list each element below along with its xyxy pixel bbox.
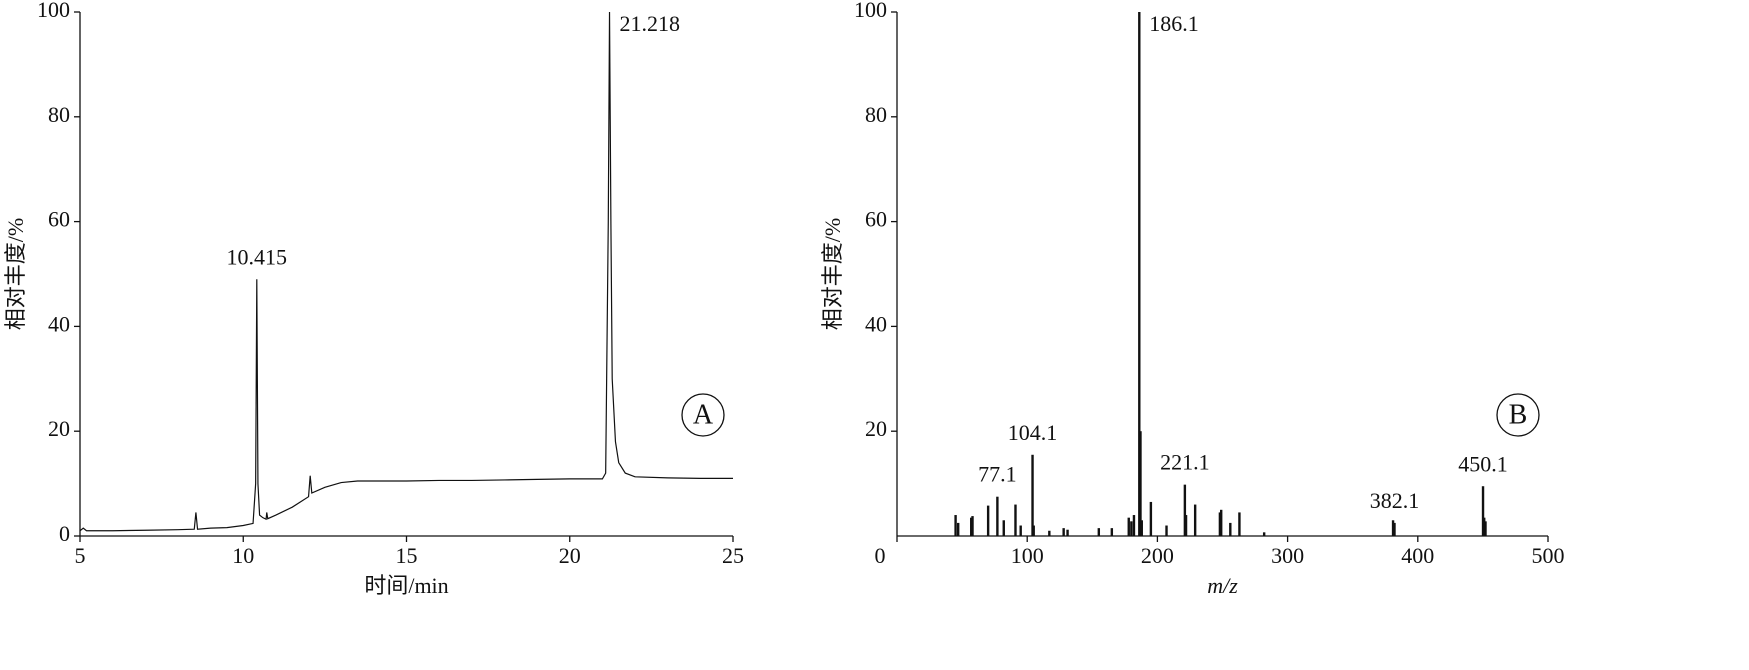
- x-axis-label: 时间/min: [364, 573, 448, 598]
- spectrum-peak: [971, 516, 974, 536]
- spectrum-peak: [956, 522, 960, 536]
- spectrum-peak: [1138, 12, 1141, 536]
- spectrum-peak: [1183, 484, 1187, 536]
- y-tick-label: 80: [865, 102, 887, 127]
- spectrum-peak: [1130, 521, 1133, 536]
- y-axis-label: 相对丰度/%: [3, 218, 28, 330]
- spectrum-peak: [1165, 525, 1168, 536]
- y-axis-label: 相对丰度/%: [820, 218, 845, 330]
- spectrum-peak: [1140, 520, 1143, 536]
- chart-panel: 20 40 60 80 100 0 100 200 300 400 500 m/z 相对丰度/% 186.…: [820, 0, 1564, 598]
- spectrum-peak: [1218, 512, 1222, 536]
- spectrum-peak: [1139, 431, 1142, 536]
- panel-label: B: [1509, 399, 1528, 430]
- spectrum-peak: [996, 496, 999, 536]
- spectrum-peak: [1019, 525, 1022, 536]
- y-tick-label: 60: [865, 207, 887, 232]
- x-tick-label: 500: [1532, 543, 1565, 568]
- x-tick-label: 400: [1401, 543, 1434, 568]
- x-tick-label: 20: [559, 543, 581, 568]
- spectrum-peak: [1262, 532, 1266, 536]
- spectrum-peak: [1184, 515, 1188, 536]
- y-tick-label: 20: [48, 416, 70, 441]
- y-tick-label: 40: [865, 311, 887, 336]
- chart-panel: 0 20 40 60 80 100 5 10 15 20 25 时间/min 相对丰度/% 10.415 2…: [3, 0, 744, 598]
- spectrum-peak: [1031, 454, 1034, 536]
- panel-label-circle: [681, 393, 725, 437]
- spectrum-peak: [1066, 529, 1069, 536]
- spectrum-peak: [1193, 504, 1197, 536]
- spectrum-peak: [954, 515, 957, 536]
- spectrum-peak: [1219, 509, 1223, 536]
- spectrum-peak: [1002, 520, 1005, 536]
- spectrum-peak: [1014, 504, 1017, 536]
- spectrum-peak: [1238, 512, 1241, 536]
- x-tick-label: 15: [396, 543, 418, 568]
- spectrum-peak: [1149, 501, 1153, 536]
- y-tick-label: 60: [48, 207, 70, 232]
- x-tick-label: 200: [1141, 543, 1174, 568]
- spectrum-peak: [1127, 517, 1130, 536]
- y-tick-label: 80: [48, 102, 70, 127]
- panel-label-circle: [1496, 393, 1540, 437]
- spectrum-peak: [1229, 522, 1232, 536]
- spectrum-peak: [1393, 522, 1396, 536]
- peak-label: 382.1: [1370, 488, 1420, 513]
- spectrum-peak: [970, 517, 973, 536]
- spectrum-peak: [1062, 528, 1065, 536]
- peak-label: 186.1: [1149, 11, 1199, 36]
- peak-label: 104.1: [1008, 420, 1058, 445]
- y-tick-label: 100: [37, 0, 70, 22]
- spectrum-peak: [1481, 486, 1485, 536]
- x-tick-label: 25: [722, 543, 744, 568]
- x-tick-label: 0: [875, 543, 886, 568]
- chromatogram-line: [79, 11, 733, 532]
- spectrum-peak: [1097, 528, 1101, 536]
- spectrum-peak: [1110, 528, 1114, 536]
- peak-label: 450.1: [1458, 451, 1508, 476]
- spectrum-peak: [1483, 517, 1486, 536]
- x-axis-label: m/z: [1207, 573, 1238, 598]
- x-tick-label: 100: [1011, 543, 1044, 568]
- spectrum-peak: [1484, 521, 1487, 536]
- x-tick-label: 5: [75, 543, 86, 568]
- x-tick-label: 300: [1271, 543, 1304, 568]
- spectrum-peak: [1391, 520, 1395, 536]
- spectrum-peak: [1048, 530, 1051, 536]
- y-tick-label: 20: [865, 416, 887, 441]
- peak-label: 10.415: [227, 244, 288, 269]
- peak-label: 221.1: [1160, 450, 1210, 475]
- peak-label: 21.218: [620, 11, 681, 36]
- spectrum-peak: [986, 505, 990, 536]
- y-tick-label: 40: [48, 311, 70, 336]
- x-tick-label: 10: [232, 543, 254, 568]
- panel-label: A: [693, 399, 714, 430]
- spectrum-peak: [1032, 525, 1035, 536]
- y-tick-label: 0: [59, 521, 70, 546]
- spectrum-peak: [1132, 515, 1136, 536]
- peak-label: 77.1: [978, 462, 1017, 487]
- y-tick-label: 100: [854, 0, 887, 22]
